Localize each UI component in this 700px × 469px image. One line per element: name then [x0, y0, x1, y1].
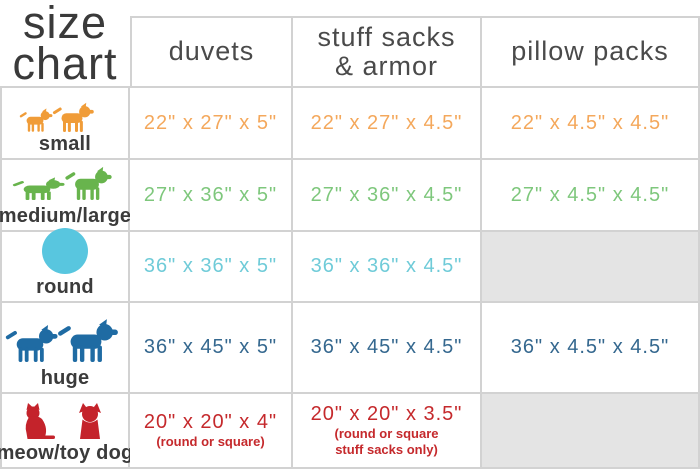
row-header-huge: huge	[0, 303, 130, 394]
small-stuff-sacks-size: 22" x 27" x 4.5"	[293, 88, 482, 160]
row-header-medium-large: medium/large	[0, 158, 132, 232]
size-value: 36" x 45" x 4.5"	[310, 336, 463, 358]
column-header-duvets-label: duvets	[168, 36, 255, 67]
size-value: 22" x 27" x 4.5"	[310, 111, 463, 134]
row-header-small: small	[0, 88, 130, 160]
cat-and-toy-dog-icon	[21, 401, 109, 441]
column-header-stuff-sacks-line2: & armor	[334, 51, 439, 81]
round-duvets-size: 36" x 36" x 5"	[130, 232, 293, 303]
round-circle-icon	[41, 227, 89, 275]
row-label-small: small	[38, 133, 92, 155]
huge-pillow-packs-size: 36" x 4.5" x 4.5"	[482, 303, 700, 394]
round-pillow-packs-empty-cell	[482, 232, 700, 303]
page-title-line2: chart	[12, 38, 118, 90]
size-value: 20" x 20" x 3.5"	[310, 403, 463, 426]
column-header-pillow-packs-label: pillow packs	[511, 36, 669, 67]
page-title: size chart	[0, 0, 130, 88]
column-header-duvets: duvets	[130, 0, 293, 88]
small-pillow-packs-size: 22" x 4.5" x 4.5"	[482, 88, 700, 160]
size-value: 36" x 36" x 4.5"	[310, 255, 463, 277]
huge-stuff-sacks-size: 36" x 45" x 4.5"	[293, 303, 482, 394]
round-stuff-sacks-size: 36" x 36" x 4.5"	[293, 232, 482, 303]
column-header-stuff-sacks-armor: stuff sacks & armor	[293, 0, 482, 88]
size-value: 22" x 4.5" x 4.5"	[510, 111, 670, 134]
meow-toy-dog-pillow-packs-empty-cell	[482, 394, 700, 469]
size-value: 36" x 36" x 5"	[143, 255, 278, 277]
medium-large-stuff-sacks-size: 27" x 36" x 4.5"	[293, 160, 482, 232]
medium-large-duvets-size: 27" x 36" x 5"	[130, 160, 293, 232]
size-note-line2: stuff sacks only)	[335, 442, 438, 457]
row-label-round: round	[36, 276, 94, 298]
column-header-stuff-sacks-line1: stuff sacks	[317, 21, 456, 52]
size-value: 27" x 4.5" x 4.5"	[510, 183, 670, 206]
row-header-round: round	[0, 228, 130, 303]
column-header-pillow-packs: pillow packs	[482, 0, 700, 88]
medium-large-dogs-icon	[9, 158, 121, 204]
size-value: 36" x 4.5" x 4.5"	[510, 336, 670, 358]
size-value: 27" x 36" x 5"	[143, 183, 278, 206]
meow-toy-dog-stuff-sacks-size: 20" x 20" x 3.5" (round or square stuff …	[293, 394, 482, 469]
small-duvets-size: 22" x 27" x 5"	[130, 88, 293, 160]
page-title-line1: size	[22, 0, 108, 48]
huge-dogs-icon	[2, 310, 128, 366]
row-label-huge: huge	[40, 367, 90, 389]
huge-duvets-size: 36" x 45" x 5"	[130, 303, 293, 394]
size-value: 36" x 45" x 5"	[143, 336, 278, 358]
size-value: 22" x 27" x 5"	[143, 111, 278, 134]
size-note-line1: (round or square	[334, 426, 439, 442]
row-label-medium-large: medium/large	[0, 205, 132, 227]
row-label-meow-toy-dog: meow/toy dog	[0, 442, 134, 464]
small-dogs-icon	[15, 90, 115, 132]
meow-toy-dog-duvets-size: 20" x 20" x 4" (round or square)	[130, 394, 293, 469]
size-value: 27" x 36" x 4.5"	[310, 183, 463, 206]
row-header-meow-toy-dog: meow/toy dog	[0, 394, 134, 469]
size-value: 20" x 20" x 4"	[143, 411, 278, 434]
medium-large-pillow-packs-size: 27" x 4.5" x 4.5"	[482, 160, 700, 232]
size-note: (round or square)	[156, 434, 265, 450]
